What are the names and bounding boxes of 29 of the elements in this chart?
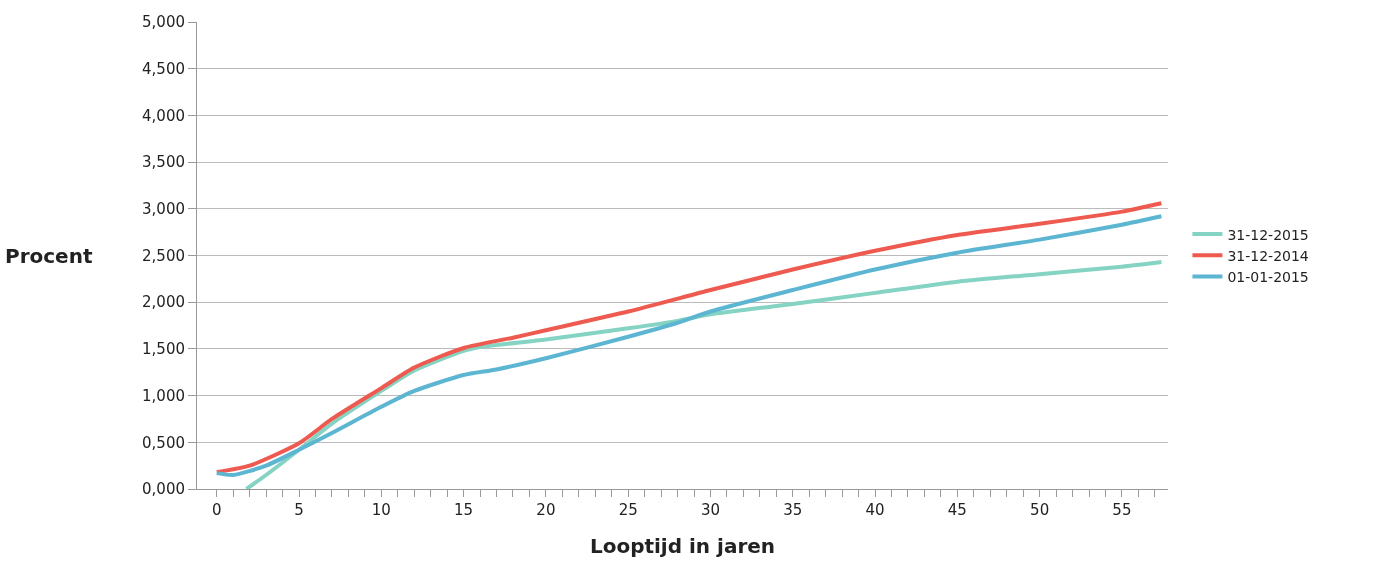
x-tick-label: 5 — [294, 501, 304, 519]
x-tick-label: 35 — [783, 501, 803, 519]
x-tick-label: 0 — [211, 501, 222, 519]
x-axis-title: Looptijd in jaren — [589, 533, 776, 558]
x-tick-label: 30 — [700, 501, 721, 519]
y-tick-label: 4,500 — [142, 59, 185, 78]
y-tick-label: 3,000 — [142, 200, 185, 219]
y-tick-label: 1,000 — [142, 386, 185, 405]
y-tick-label: 0,500 — [142, 433, 185, 452]
y-tick-label: 2,500 — [142, 246, 185, 265]
x-tick-label: 50 — [1030, 501, 1050, 519]
y-tick-label: 2,000 — [142, 293, 185, 312]
y-tick-label: 3,500 — [142, 153, 185, 172]
x-tick-label: 15 — [454, 501, 474, 519]
x-tick-label: 25 — [618, 501, 638, 519]
y-tick-label: 5,000 — [142, 13, 185, 32]
y-axis-title: Procent — [5, 244, 93, 268]
line-series — [244, 260, 1164, 489]
legend-label: 01-01-2015 — [1227, 268, 1309, 285]
x-tick-label: 45 — [947, 501, 967, 519]
x-tick-label: 10 — [371, 501, 391, 519]
x-tick-label: 20 — [536, 501, 556, 519]
y-tick-label: 4,000 — [142, 106, 185, 125]
x-tick-label: 55 — [1112, 501, 1132, 519]
legend-label: 31-12-2015 — [1227, 226, 1309, 243]
legend-label: 31-12-2014 — [1227, 247, 1309, 264]
x-tick-label: 40 — [865, 501, 885, 519]
y-tick-label: 0,000 — [142, 480, 185, 499]
y-tick-label: 1,500 — [142, 340, 185, 359]
